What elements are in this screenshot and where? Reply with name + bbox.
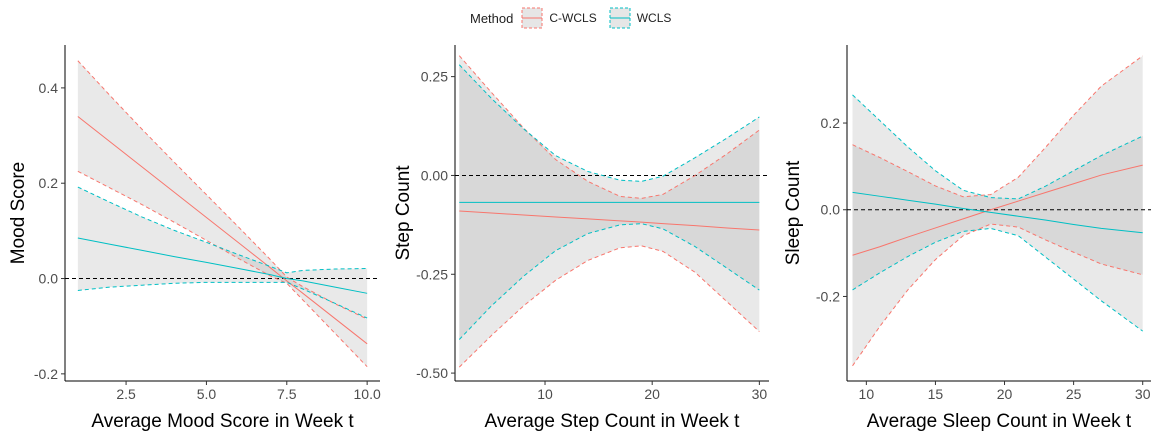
mood-upper-bound-c-wcls [77,60,368,320]
mood-ribbon-c-wcls [77,60,368,367]
sleep-estimate-line-wcls [852,191,1143,234]
step-x-tick-label: 20 [644,386,660,402]
sleep-x-tick-label: 10 [859,386,875,402]
step-x-axis-title: Average Step Count in Week t [485,411,741,432]
sleep-x-axis-title: Average Sleep Count in Week t [867,411,1132,432]
mood-x-tick-label: 5.0 [197,386,217,402]
step-y-tick-label: 0.25 [421,69,448,85]
mood-y-axis-title: Mood Score [8,162,29,264]
sleep-estimate-line-c-wcls [852,164,1143,256]
sleep-ribbon-c-wcls [852,55,1143,366]
step-x-tick-label: 10 [537,386,553,402]
step-count-panel: 10 20 30 -0.50 -0.25 0.00 0.25 Average Step Cou… [393,45,769,432]
step-upper-bound-c-wcls [458,55,760,199]
sleep-y-tick-label: 0.0 [821,202,841,218]
step-y-tick-label: -0.50 [416,365,448,381]
sleep-upper-bound-c-wcls [852,55,1144,198]
sleep-x-tick-label: 15 [928,386,944,402]
mood-score-panel: 2.5 5.0 7.5 10.0 -0.2 0.0 0.2 0.4 Average Mood S… [8,45,381,432]
sleep-x-tick-label: 20 [997,386,1013,402]
mood-lower-bound-c-wcls [77,170,368,368]
sleep-x-tick-label: 30 [1135,386,1151,402]
legend-title: Method [470,10,514,26]
sleep-y-tick-label: 0.2 [821,115,841,131]
step-x-tick-label: 30 [752,386,768,402]
legend-key-c-wcls [521,7,543,29]
legend-label-c-wcls: C-WCLS [549,11,597,25]
sleep-upper-bound-wcls [852,94,1143,200]
mood-upper-bound-wcls [77,186,368,274]
mood-estimate-line-c-wcls [77,116,368,345]
mood-y-tick-label: 0.0 [39,271,59,287]
sleep-y-axis-title: Sleep Count [783,160,804,265]
legend-label-wcls: WCLS [636,11,672,25]
sleep-y-tick-label: -0.2 [816,288,840,304]
mood-x-tick-label: 10.0 [354,386,381,402]
sleep-lower-bound-c-wcls [852,223,1143,367]
legend-key-wcls [609,7,631,29]
mood-estimate-line-wcls [77,237,368,294]
step-y-tick-label: -0.25 [416,266,448,282]
mood-y-tick-label: 0.4 [39,80,59,96]
sleep-count-panel: 10 15 20 25 30 -0.2 0.0 0.2 Average Sleep Count … [783,45,1151,432]
step-lower-bound-wcls [458,223,760,340]
step-estimate-line-c-wcls [459,210,760,231]
mood-x-tick-label: 7.5 [277,386,297,402]
step-y-axis-title: Step Count [393,165,414,261]
mood-x-tick-label: 2.5 [116,386,136,402]
mood-x-axis-title: Average Mood Score in Week t [91,411,354,432]
sleep-x-tick-label: 25 [1066,386,1082,402]
mood-y-tick-label: -0.2 [34,366,58,382]
step-y-tick-label: 0.00 [421,167,448,183]
legend: Method C-WCLS WCLS [470,4,683,32]
step-upper-bound-wcls [458,64,760,182]
step-ribbon-c-wcls [459,55,760,368]
mood-y-tick-label: 0.2 [39,175,59,191]
mood-lower-bound-wcls [77,281,368,319]
